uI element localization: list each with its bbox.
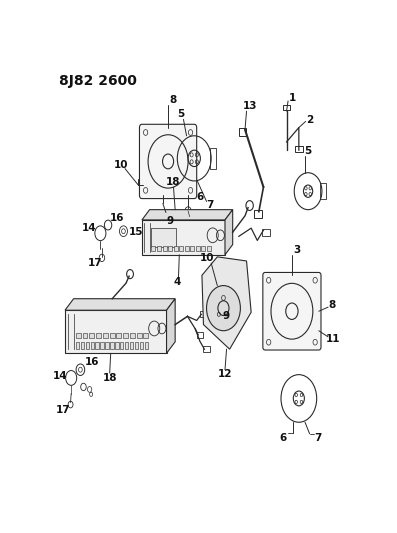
- Text: 2: 2: [306, 115, 313, 125]
- Polygon shape: [142, 209, 233, 220]
- Text: 7: 7: [206, 200, 213, 209]
- Bar: [185, 246, 189, 251]
- Bar: [110, 342, 114, 349]
- Bar: [254, 211, 262, 218]
- Text: 5: 5: [304, 147, 312, 156]
- Bar: [100, 342, 104, 349]
- Bar: [162, 246, 166, 251]
- Bar: [283, 105, 289, 110]
- Bar: [295, 146, 303, 152]
- Bar: [96, 333, 101, 338]
- Polygon shape: [225, 209, 233, 255]
- Bar: [143, 333, 148, 338]
- Text: 3: 3: [293, 245, 300, 255]
- Text: 6: 6: [197, 192, 204, 203]
- Text: 18: 18: [102, 373, 117, 383]
- Bar: [173, 246, 177, 251]
- Bar: [157, 246, 161, 251]
- Bar: [116, 333, 121, 338]
- Bar: [91, 342, 94, 349]
- Bar: [142, 220, 225, 255]
- Text: 7: 7: [314, 433, 322, 443]
- Polygon shape: [202, 257, 251, 349]
- Text: 10: 10: [114, 159, 128, 169]
- Bar: [76, 333, 81, 338]
- Bar: [135, 342, 138, 349]
- Text: 16: 16: [110, 213, 125, 223]
- Text: 16: 16: [85, 357, 99, 367]
- Text: 9: 9: [223, 311, 230, 321]
- Bar: [201, 246, 205, 251]
- Bar: [65, 310, 167, 353]
- Bar: [123, 333, 128, 338]
- Bar: [89, 333, 94, 338]
- Text: 9: 9: [166, 216, 173, 226]
- Bar: [320, 183, 326, 199]
- Bar: [120, 342, 123, 349]
- Bar: [207, 246, 211, 251]
- Bar: [151, 228, 176, 247]
- Bar: [81, 342, 84, 349]
- Bar: [203, 346, 210, 352]
- Bar: [196, 246, 200, 251]
- Bar: [95, 342, 99, 349]
- Bar: [179, 246, 183, 251]
- Text: 14: 14: [81, 223, 96, 233]
- Text: 15: 15: [129, 228, 144, 237]
- Bar: [76, 342, 79, 349]
- Bar: [137, 333, 142, 338]
- Text: 13: 13: [243, 101, 258, 111]
- Bar: [210, 148, 216, 168]
- Text: 12: 12: [218, 369, 232, 379]
- Text: 4: 4: [174, 277, 181, 287]
- Bar: [130, 333, 135, 338]
- Text: 1: 1: [289, 93, 296, 103]
- FancyBboxPatch shape: [263, 272, 321, 350]
- Bar: [130, 342, 133, 349]
- Bar: [140, 342, 143, 349]
- Bar: [190, 246, 194, 251]
- Text: 11: 11: [326, 334, 340, 344]
- Bar: [200, 311, 206, 317]
- Text: 6: 6: [279, 433, 287, 443]
- Text: 8: 8: [329, 300, 336, 310]
- Text: 17: 17: [88, 258, 102, 268]
- Text: 18: 18: [166, 177, 180, 187]
- Bar: [105, 342, 109, 349]
- Bar: [262, 229, 270, 236]
- Bar: [86, 342, 89, 349]
- Bar: [125, 342, 128, 349]
- Bar: [115, 342, 119, 349]
- Bar: [110, 333, 115, 338]
- Bar: [239, 128, 246, 136]
- Polygon shape: [65, 298, 175, 310]
- Text: 8: 8: [169, 95, 176, 105]
- Text: 10: 10: [200, 253, 215, 263]
- Bar: [145, 342, 148, 349]
- Bar: [197, 332, 203, 338]
- Text: 14: 14: [53, 371, 68, 381]
- Text: 8J82 2600: 8J82 2600: [59, 74, 137, 88]
- Circle shape: [206, 286, 240, 330]
- Bar: [168, 246, 172, 251]
- Polygon shape: [166, 298, 175, 353]
- Text: 5: 5: [177, 109, 184, 119]
- Text: 17: 17: [56, 405, 71, 415]
- Bar: [103, 333, 108, 338]
- Bar: [152, 246, 156, 251]
- FancyBboxPatch shape: [139, 124, 197, 199]
- Bar: [83, 333, 87, 338]
